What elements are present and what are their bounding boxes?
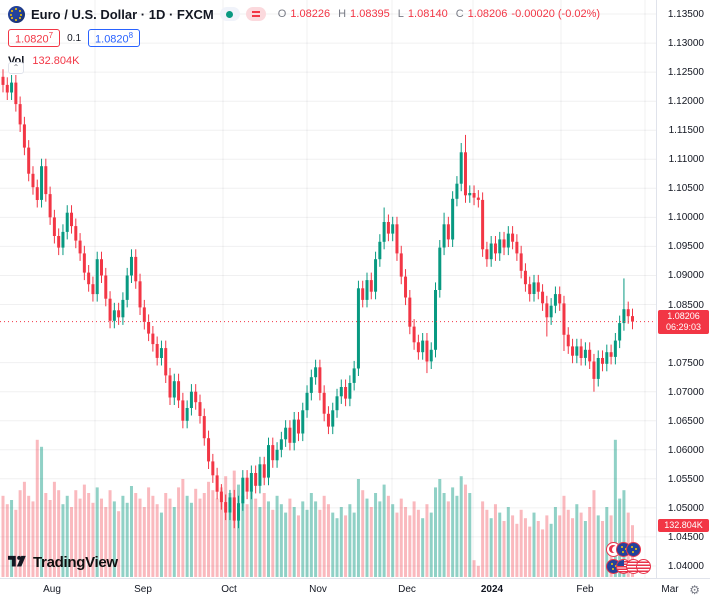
price-tick-label: 1.05500 — [667, 474, 704, 485]
last-price-label: 1.08206 06:29:03 — [658, 310, 709, 334]
symbol-title[interactable]: Euro / U.S. Dollar · 1D · FXCM — [31, 6, 214, 22]
time-tick-label: Nov — [309, 584, 327, 595]
price-axis[interactable]: 1.08206 06:29:03 132.804K 1.13500 1.13000… — [656, 0, 710, 578]
price-tick-label: 1.05000 — [667, 503, 704, 514]
tradingview-logo-text: TradingView — [33, 553, 118, 571]
time-tick-label: Feb — [576, 584, 594, 595]
time-tick-label: Mar — [661, 584, 679, 595]
last-price-value: 1.08206 — [667, 311, 700, 321]
price-tick-label: 1.08500 — [667, 300, 704, 311]
time-tick-label: Oct — [221, 584, 237, 595]
chart-plot-area[interactable] — [0, 0, 656, 578]
low-value: 1.08140 — [407, 8, 448, 20]
volume-indicator-legend[interactable]: Vol 132.804K — [8, 55, 604, 67]
collapse-legend-button[interactable]: ⌃ — [8, 62, 24, 74]
high-value: 1.08395 — [350, 8, 390, 20]
price-tick-label: 1.11500 — [668, 125, 704, 136]
price-tick-label: 1.10000 — [667, 212, 704, 223]
price-tick-label: 1.13000 — [667, 38, 704, 49]
event-flag-eu-icon[interactable] — [626, 542, 641, 557]
price-tick-label: 1.07000 — [667, 387, 704, 398]
price-tick-label: 1.12500 — [667, 67, 704, 78]
event-flag-icon[interactable] — [636, 559, 651, 574]
price-tick-label: 1.06500 — [667, 416, 704, 427]
price-tick-label: 1.11000 — [668, 154, 704, 165]
spread-value: 0.1 — [67, 32, 82, 44]
chart-legend: Euro / U.S. Dollar · 1D · FXCM O 1.08226 … — [8, 4, 604, 67]
price-tick-label: 1.09500 — [667, 241, 704, 252]
price-tick-label: 1.13500 — [667, 9, 704, 20]
close-label: C — [455, 8, 464, 20]
price-tick-label: 1.04000 — [667, 561, 704, 572]
eur-flag-icon — [8, 5, 25, 23]
close-value: 1.08206 — [467, 8, 508, 20]
price-tick-label: 1.10500 — [667, 183, 704, 194]
volume-value: 132.804K — [32, 55, 80, 67]
price-tick-label: 1.04500 — [667, 532, 704, 543]
buy-ask-button[interactable]: 1.08208 — [88, 28, 141, 48]
time-tick-label: Sep — [134, 584, 152, 595]
tradingview-mark-icon — [8, 555, 26, 567]
market-status-icon[interactable] — [219, 7, 240, 21]
tradingview-logo[interactable]: TradingView — [8, 552, 118, 572]
price-tick-label: 1.12000 — [667, 96, 704, 107]
price-tick-label: 1.06000 — [667, 445, 704, 456]
time-tick-label: 2024 — [480, 584, 504, 595]
economic-events-cluster[interactable] — [606, 542, 656, 576]
price-tick-label: 1.09000 — [667, 270, 704, 281]
change-value: -0.00020 (-0.02%) — [511, 8, 601, 20]
gear-icon[interactable]: ⚙ — [689, 583, 700, 597]
ohlc-readout: O 1.08226 H 1.08395 L 1.08140 C 1.08206 -0.0… — [278, 8, 604, 20]
open-label: O — [277, 8, 287, 20]
time-tick-label: Aug — [43, 584, 61, 595]
low-label: L — [397, 8, 404, 20]
time-axis[interactable]: ⚙ Aug Sep Oct Nov Dec 2024 Feb Mar — [0, 578, 710, 600]
price-tick-label: 1.07500 — [667, 358, 704, 369]
sell-bid-button[interactable]: 1.08207 — [8, 28, 61, 48]
volume-axis-label: 132.804K — [658, 519, 709, 532]
session-countdown: 06:29:03 — [665, 322, 702, 332]
time-tick-label: Dec — [398, 584, 416, 595]
open-value: 1.08226 — [290, 8, 331, 20]
delayed-data-icon[interactable] — [245, 7, 266, 21]
high-label: H — [338, 8, 347, 20]
